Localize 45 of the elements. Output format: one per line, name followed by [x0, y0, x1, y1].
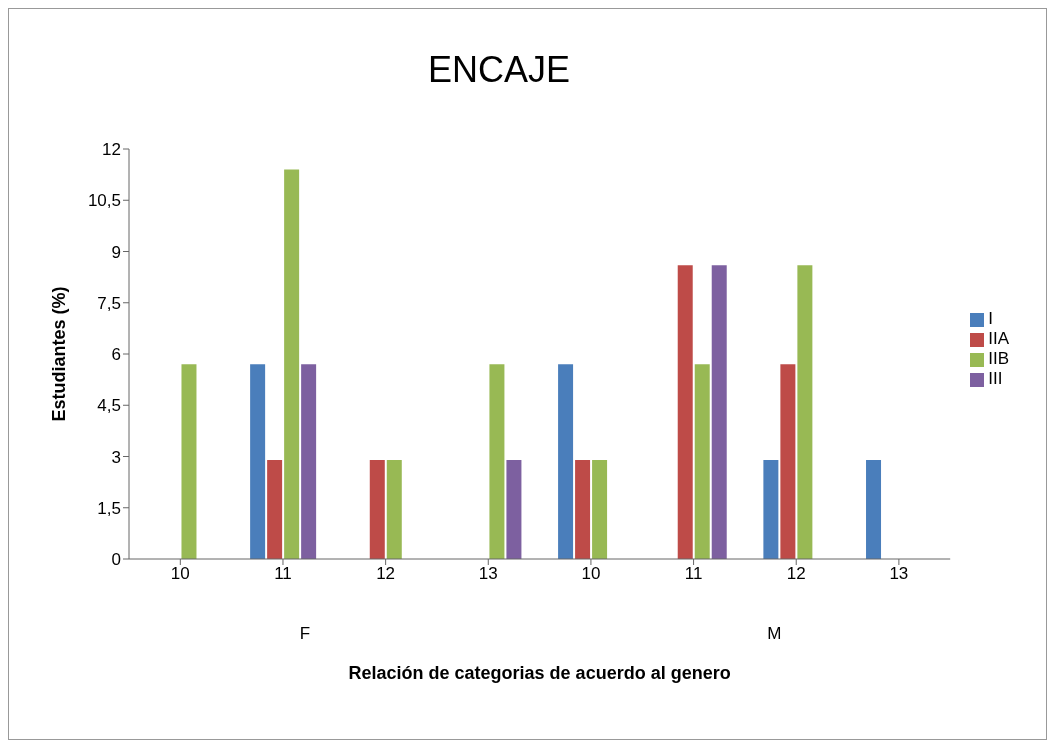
- bar: [797, 265, 813, 559]
- bar: [866, 459, 882, 559]
- text: M: [767, 624, 782, 644]
- bar: [677, 265, 693, 559]
- bar: [301, 364, 317, 559]
- legend-label: I: [988, 309, 993, 328]
- x-axis-title: Relación de categorias de acuerdo al genero: [348, 663, 731, 683]
- y-tick-label: 6: [111, 345, 121, 365]
- chart-title: ENCAJE: [427, 49, 571, 91]
- bar: [369, 459, 385, 559]
- x-tick-label: 10: [581, 564, 601, 584]
- x-tick-label: 12: [786, 564, 806, 584]
- bar: [575, 459, 591, 559]
- bar: [181, 364, 197, 559]
- bar: [763, 459, 779, 559]
- legend-label: IIA: [988, 329, 1009, 348]
- y-tick-label: 12: [102, 140, 121, 160]
- bar: [694, 364, 710, 559]
- y-tick-label: 7,5: [97, 293, 121, 313]
- y-tick-label: 4,5: [97, 396, 121, 416]
- bar: [386, 459, 402, 559]
- y-tick-label: 9: [111, 242, 121, 262]
- bar: [267, 459, 283, 559]
- bar: [558, 364, 574, 559]
- y-axis-title: Estudiantes (%): [49, 286, 70, 422]
- bar: [284, 169, 300, 559]
- bar: [250, 364, 266, 559]
- x-tick-label: 13: [889, 564, 909, 584]
- x-tick-label: 12: [376, 564, 396, 584]
- y-tick-label: 3: [111, 447, 121, 467]
- text: F: [299, 624, 311, 644]
- y-tick-label: 1,5: [97, 498, 121, 518]
- bar: [780, 364, 796, 559]
- x-tick-label: 11: [274, 564, 292, 584]
- bar: [489, 364, 505, 559]
- legend-label: IIB: [988, 349, 1009, 368]
- x-tick-label: 11: [684, 564, 703, 584]
- y-tick-label: 0: [111, 550, 121, 570]
- bar: [711, 265, 727, 559]
- y-tick-label: 10,5: [87, 191, 121, 211]
- x-tick-label: 13: [478, 564, 498, 584]
- bar: [506, 459, 522, 559]
- legend-label: III: [988, 369, 1003, 388]
- x-tick-label: 10: [170, 564, 190, 584]
- bar: [592, 459, 608, 559]
